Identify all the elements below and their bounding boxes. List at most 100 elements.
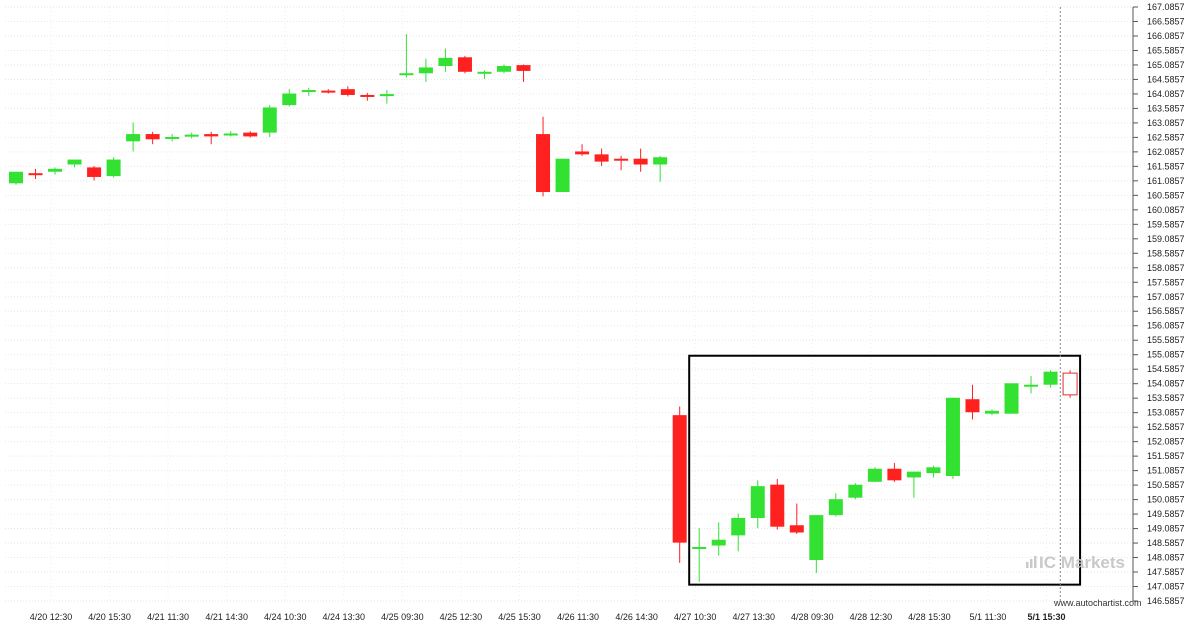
candle-body — [711, 539, 726, 546]
candle-body — [653, 157, 668, 165]
candle-body — [809, 515, 824, 561]
x-tick-label: 4/21 11:30 — [147, 612, 189, 622]
y-tick-label: 153.5857 — [1147, 393, 1185, 403]
candle-body — [848, 484, 863, 498]
candle-body — [438, 57, 453, 66]
candle-body — [145, 134, 160, 140]
y-tick-label: 148.5857 — [1147, 538, 1185, 548]
candle-body — [477, 71, 492, 74]
candle-body — [887, 468, 902, 481]
candle-body — [165, 136, 180, 139]
candle-body — [67, 159, 82, 165]
y-tick-label: 159.5857 — [1147, 219, 1185, 229]
x-tick-label: 4/25 09:30 — [381, 612, 424, 622]
y-tick-label: 162.0857 — [1147, 147, 1185, 157]
candle-body — [262, 107, 277, 133]
brand-text: IC Markets — [1039, 553, 1125, 572]
candle-body — [301, 90, 316, 93]
candle-body — [516, 65, 531, 71]
y-tick-label: 152.0857 — [1147, 437, 1185, 447]
candle-body — [555, 158, 570, 193]
y-tick-label: 149.0857 — [1147, 524, 1185, 534]
candle-body — [672, 415, 687, 543]
candle-body — [457, 57, 472, 72]
x-tick-label: 4/27 13:30 — [732, 612, 775, 622]
y-tick-label: 163.5857 — [1147, 103, 1185, 113]
x-tick-label: 4/28 09:30 — [791, 612, 834, 622]
candle-body — [399, 73, 414, 76]
candle-body — [965, 399, 980, 413]
x-tick-label: 4/26 14:30 — [615, 612, 658, 622]
y-tick-label: 147.0857 — [1147, 582, 1185, 592]
candle-body — [1024, 384, 1039, 387]
candle-body — [184, 134, 199, 137]
candle-body — [243, 132, 258, 137]
x-tick-label: 4/21 14:30 — [205, 612, 248, 622]
y-tick-label: 151.0857 — [1147, 466, 1185, 476]
y-tick-label: 150.5857 — [1147, 480, 1185, 490]
candle-body — [204, 134, 219, 137]
y-tick-label: 164.0857 — [1147, 89, 1185, 99]
candle-body — [48, 168, 63, 172]
y-tick-label: 150.0857 — [1147, 495, 1185, 505]
x-tick-label: 4/28 12:30 — [850, 612, 893, 622]
candle-body — [1062, 372, 1078, 396]
y-tick-label: 158.5857 — [1147, 248, 1185, 258]
x-tick-label: 4/28 15:30 — [908, 612, 951, 622]
y-tick-label: 166.5857 — [1147, 16, 1185, 26]
candle-body — [614, 158, 629, 161]
y-tick-label: 165.5857 — [1147, 45, 1185, 55]
candle-body — [28, 173, 43, 176]
pattern-rectangle — [688, 354, 1082, 586]
candle-body — [223, 133, 238, 136]
x-tick-label: 4/25 15:30 — [498, 612, 541, 622]
y-tick-label: 152.5857 — [1147, 422, 1185, 432]
y-tick-label: 166.0857 — [1147, 31, 1185, 41]
candle-body — [945, 397, 960, 476]
candle-body — [497, 65, 511, 72]
grid — [5, 6, 1133, 602]
candle-body — [418, 67, 433, 74]
candle-body — [985, 410, 999, 414]
y-tick-label: 155.0857 — [1147, 350, 1185, 360]
y-tick-label: 157.0857 — [1147, 292, 1185, 302]
candle-body — [867, 468, 882, 482]
y-tick-label: 161.0857 — [1147, 176, 1185, 186]
candle-body — [594, 154, 609, 162]
x-tick-label: 5/1 11:30 — [970, 612, 1007, 622]
y-tick-label: 154.5857 — [1147, 364, 1185, 374]
x-tick-label: 4/25 12:30 — [440, 612, 483, 622]
candle-body — [926, 467, 941, 474]
y-axis: 167.0857 166.5857 166.0857 165.5857 165.0857… — [1132, 2, 1185, 606]
candle-body — [379, 94, 394, 97]
candle-body — [828, 499, 843, 516]
y-tick-label: 163.0857 — [1147, 118, 1185, 128]
y-tick-label: 161.5857 — [1147, 161, 1185, 171]
x-tick-label: 4/20 15:30 — [88, 612, 131, 622]
y-tick-label: 156.0857 — [1147, 321, 1185, 331]
x-tick-label: 5/1 15:30 — [1028, 612, 1066, 622]
candle-body — [575, 151, 590, 155]
candle-body — [321, 90, 336, 93]
candle-body — [750, 486, 765, 519]
y-tick-label: 149.5857 — [1147, 509, 1185, 519]
y-tick-label: 146.5857 — [1147, 596, 1185, 606]
candle-body — [87, 167, 102, 177]
candle-body — [126, 134, 141, 142]
y-tick-label: 159.0857 — [1147, 234, 1185, 244]
candle-body — [731, 518, 746, 536]
y-tick-label: 151.5857 — [1147, 451, 1185, 461]
y-tick-label: 165.0857 — [1147, 60, 1185, 70]
candle-body — [536, 134, 551, 193]
y-tick-label: 167.0857 — [1147, 2, 1185, 12]
brand-logo: IC Markets — [1026, 553, 1125, 572]
candle-body — [1004, 383, 1019, 414]
candles — [9, 34, 1078, 582]
candle-body — [9, 171, 23, 184]
x-tick-label: 4/24 13:30 — [323, 612, 366, 622]
candle-body — [692, 546, 707, 549]
y-tick-label: 162.5857 — [1147, 132, 1185, 142]
candle-body — [340, 89, 355, 95]
y-tick-label: 158.0857 — [1147, 263, 1185, 273]
